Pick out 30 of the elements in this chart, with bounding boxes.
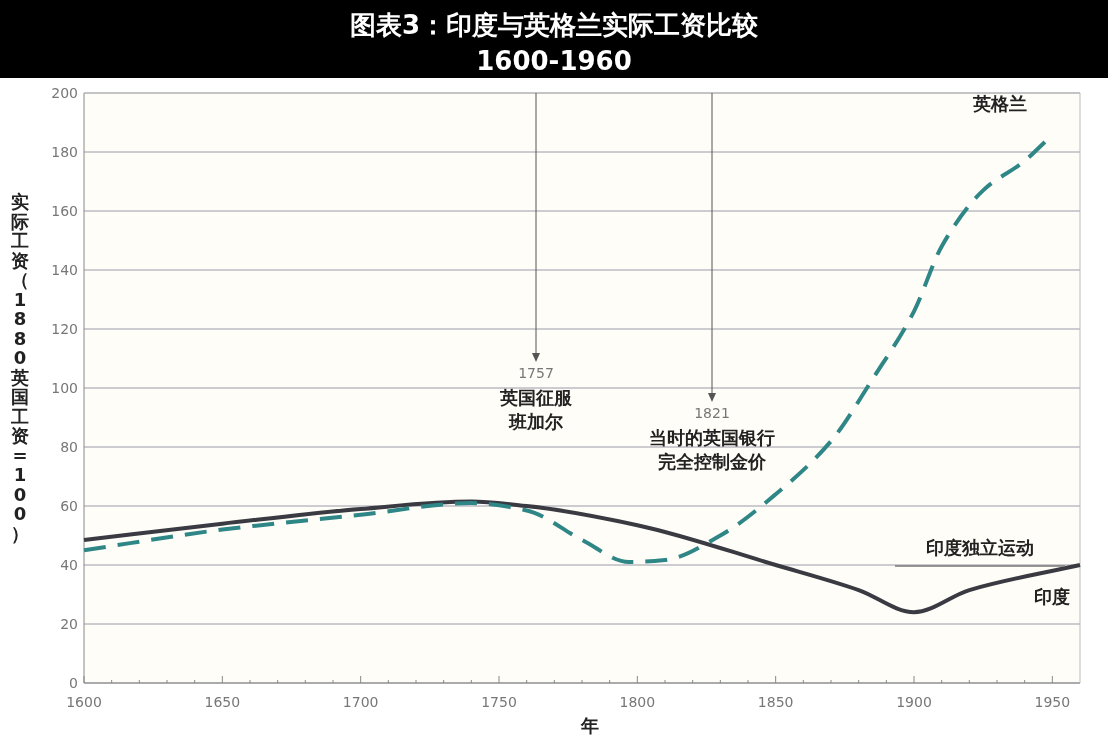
x-tick-label: 1800 <box>619 694 656 710</box>
x-tick-label: 1850 <box>757 694 794 710</box>
y-tick-label: 80 <box>60 439 78 455</box>
chart-subtitle: 1600-1960 <box>476 46 632 76</box>
y-tick-label: 200 <box>51 85 78 101</box>
x-tick-label: 1750 <box>481 694 517 710</box>
y-tick-label: 0 <box>69 675 78 691</box>
y-tick-label: 160 <box>51 203 78 219</box>
x-tick-label: 1600 <box>66 694 102 710</box>
chart-title: 图表3：印度与英格兰实际工资比较 <box>349 10 760 40</box>
x-tick-label: 1950 <box>1034 694 1071 710</box>
x-tick-label: 1700 <box>342 694 379 710</box>
y-tick-label: 40 <box>60 557 78 573</box>
annotation: 英国征服班加尔 <box>499 387 573 432</box>
x-tick-label: 1650 <box>204 694 241 710</box>
annotation: 1821 <box>694 405 730 421</box>
annotation: 1757 <box>518 365 554 381</box>
y-tick-label: 20 <box>60 616 78 632</box>
y-tick-label: 60 <box>60 498 78 514</box>
text: 实际工资（1880英国工资=100） <box>11 191 29 544</box>
series-label: 印度 <box>1034 586 1070 607</box>
y-tick-label: 140 <box>51 262 78 278</box>
annotation: 印度独立运动 <box>926 537 1034 558</box>
series-label: 英格兰 <box>971 93 1027 115</box>
x-tick-label: 1900 <box>896 694 932 710</box>
y-tick-label: 120 <box>51 321 78 337</box>
x-axis-title: 年 <box>580 715 599 736</box>
annotation: 当时的英国银行完全控制金价 <box>649 427 775 472</box>
y-tick-label: 100 <box>51 380 78 396</box>
y-tick-label: 180 <box>51 144 78 160</box>
